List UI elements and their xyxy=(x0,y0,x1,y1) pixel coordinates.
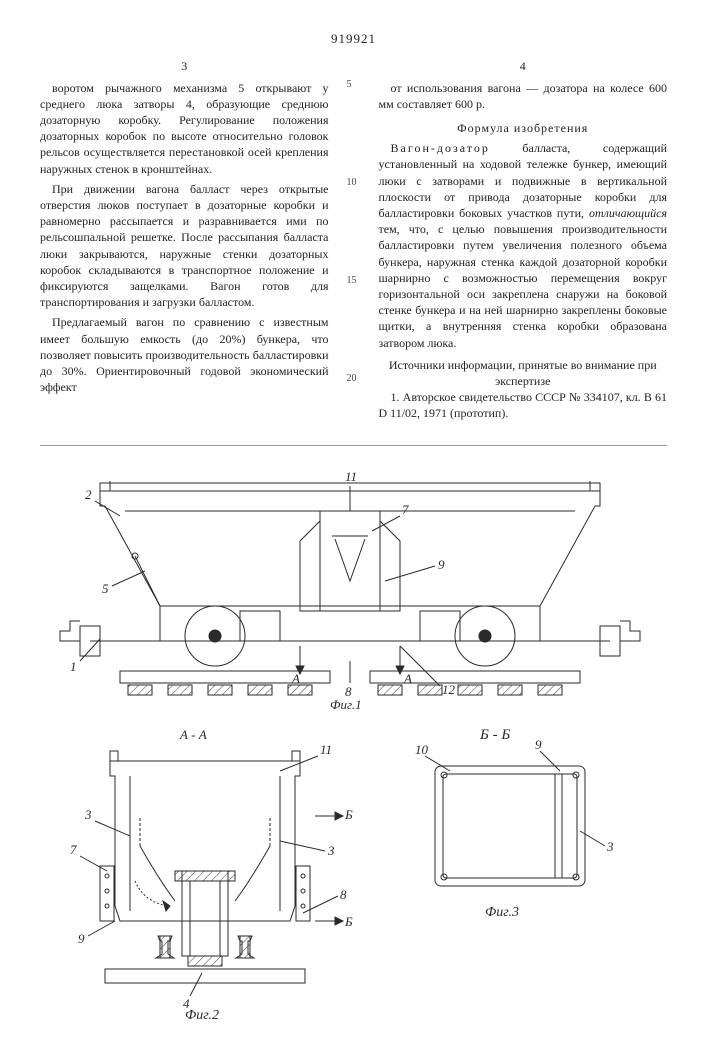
fig1-label: Фиг.1 xyxy=(330,697,362,711)
callout-11: 11 xyxy=(345,469,357,484)
callout-5: 5 xyxy=(102,581,109,596)
figure-1: 11 2 5 1 7 9 8 12 А А Фиг.1 xyxy=(40,461,660,711)
callout-7: 7 xyxy=(70,842,77,857)
callout-9: 9 xyxy=(535,737,542,752)
figure-3: Б - Б 10 9 3 Ф xyxy=(390,721,620,951)
callout-1: 1 xyxy=(70,659,77,674)
callout-3l: 3 xyxy=(84,807,92,822)
callout-9: 9 xyxy=(78,931,85,946)
callout-11: 11 xyxy=(320,742,332,757)
refs-heading: Источники информации, принятые во вниман… xyxy=(379,357,668,389)
section-B-bot: Б xyxy=(344,914,353,929)
callout-8: 8 xyxy=(340,887,347,902)
line-num: 5 xyxy=(347,78,361,92)
left-para-2: При движении вагона балласт через открыт… xyxy=(40,181,329,311)
left-para-3: Предлагаемый вагон по сравнению с извест… xyxy=(40,314,329,395)
callout-10: 10 xyxy=(415,742,429,757)
line-num: 10 xyxy=(347,176,361,190)
claim-text: Вагон-дозатор Вагон-дозатор балласта, со… xyxy=(379,140,668,350)
right-para-1: от использования вагона — дозатора на ко… xyxy=(379,80,668,112)
fig3-section-title: Б - Б xyxy=(479,727,510,743)
callout-3r: 3 xyxy=(327,843,335,858)
left-column: 3 воротом рычажного механизма 5 открываю… xyxy=(40,58,329,426)
callout-12: 12 xyxy=(442,682,456,697)
left-col-number: 3 xyxy=(40,58,329,74)
right-column: 4 от использования вагона — дозатора на … xyxy=(379,58,668,426)
line-num: 15 xyxy=(347,274,361,288)
claim-body-visible: балласта, содержащий установленный на хо… xyxy=(379,141,668,349)
fig2-label: Фиг.2 xyxy=(185,1008,219,1021)
callout-9: 9 xyxy=(438,557,445,572)
left-para-1: воротом рычажного механизма 5 открывают … xyxy=(40,80,329,177)
claim-lead: Вагон-дозатор xyxy=(391,141,490,155)
callout-2: 2 xyxy=(85,487,92,502)
line-number-gutter: 5 10 15 20 xyxy=(347,58,361,426)
line-num: 20 xyxy=(347,372,361,386)
callout-7: 7 xyxy=(402,502,409,517)
figure-2: А - А xyxy=(40,721,370,1021)
figures-area: 11 2 5 1 7 9 8 12 А А Фиг.1 А - А xyxy=(40,445,667,1021)
section-A-right: А xyxy=(403,671,412,686)
ref-1: 1. Авторское свидетельство СССР № 334107… xyxy=(379,389,668,421)
patent-number: 919921 xyxy=(40,30,667,48)
section-B-top: Б xyxy=(344,807,353,822)
fig2-section-title: А - А xyxy=(179,727,207,742)
right-col-number: 4 xyxy=(379,58,668,74)
fig-row-2: А - А xyxy=(40,721,667,1021)
section-A-left: А xyxy=(291,671,300,686)
callout-3: 3 xyxy=(606,839,614,854)
text-columns: 3 воротом рычажного механизма 5 открываю… xyxy=(40,58,667,426)
claims-heading: Формула изобретения xyxy=(379,120,668,136)
fig3-label: Фиг.3 xyxy=(485,905,519,920)
